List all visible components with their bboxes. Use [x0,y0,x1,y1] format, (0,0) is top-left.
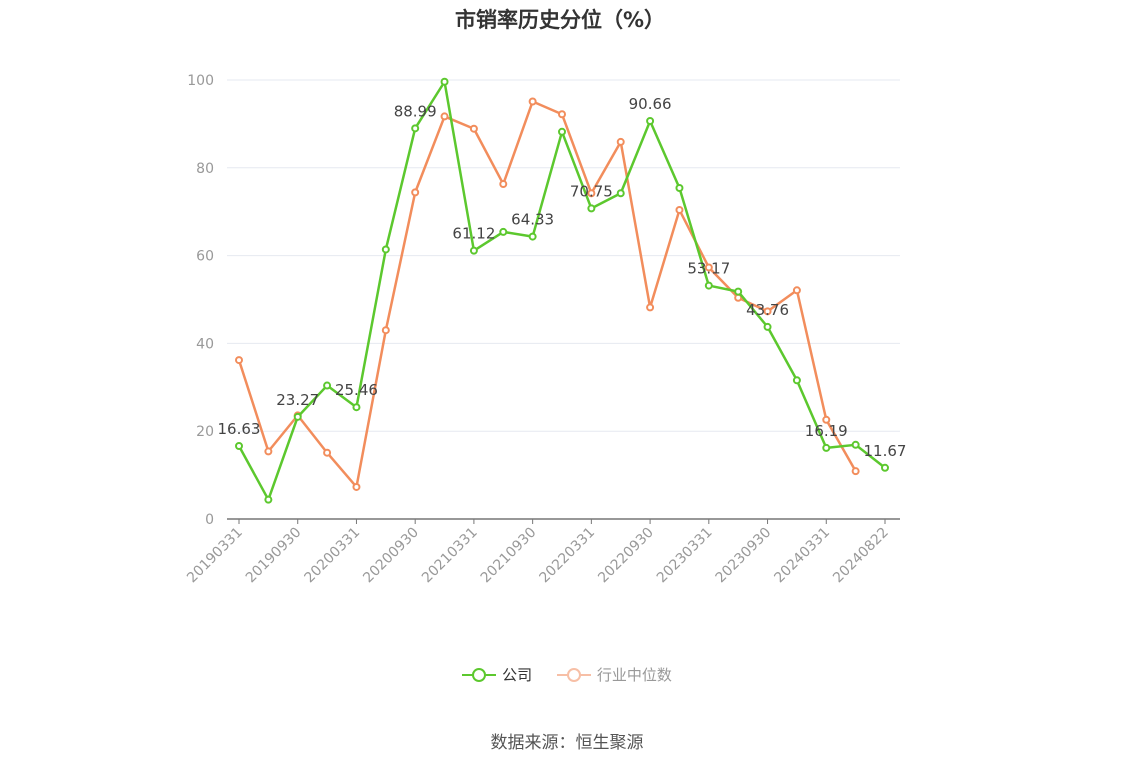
data-point-company [381,245,390,254]
x-tick-label: 20240822 [830,525,892,587]
data-point-company [616,189,625,198]
data-point-industry [323,448,332,457]
data-label: 16.19 [805,422,848,440]
data-point-industry [587,189,596,198]
data-point-industry [675,205,684,214]
data-point-company [323,381,332,390]
legend-item-company[interactable]: 公司 [462,664,532,685]
data-point-company [851,440,860,449]
data-point-industry [264,447,273,456]
data-label: 61.12 [452,225,495,243]
x-axis [227,518,900,524]
data-point-company [763,322,772,331]
x-tick-label: 20230331 [654,525,716,587]
data-point-company [293,412,302,421]
data-label: 23.27 [276,391,319,409]
data-labels: 16.63 23.27 25.46 88.99 61.12 64.33 70.75 90.66… [218,95,907,460]
data-label: 90.66 [629,95,672,113]
data-point-company [558,127,566,136]
data-point-industry [558,110,566,119]
data-label: 64.33 [511,211,554,229]
data-point-company [352,403,361,412]
data-point-industry [792,286,801,295]
data-point-industry [616,137,625,146]
data-point-company [704,281,713,290]
data-point-industry [822,415,831,424]
x-tick-label: 20200331 [302,525,364,587]
data-point-company [411,124,420,133]
x-tick-label: 20220930 [595,525,657,587]
x-tick-label: 20240331 [771,525,833,587]
grid-lines [227,79,900,432]
data-point-industry [646,303,655,312]
data-source: 数据来源：恒生聚源 [490,733,644,753]
data-label: 70.75 [570,182,613,200]
x-tick-label: 20230930 [713,525,775,587]
data-point-industry [235,356,243,365]
data-point-industry [851,467,860,476]
data-point-company [528,232,537,241]
data-point-company [792,376,801,385]
series-layer [235,77,889,504]
data-label: 11.67 [864,442,907,460]
data-label: 16.63 [218,420,261,438]
y-tick-label: 20 [196,424,214,440]
data-point-industry [469,124,478,133]
data-label: 43.76 [746,301,789,319]
data-point-industry [440,112,449,121]
data-point-company [587,204,596,213]
chart-title: 市销率历史分位（%） [454,8,666,32]
legend-company-label: 公司 [502,666,533,684]
legend-company-marker [462,667,497,682]
legend: 公司 行业中位数 [0,664,1134,686]
data-point-company [235,441,243,450]
data-point-company [881,463,889,472]
data-point-company [734,287,743,296]
x-tick-label: 20190930 [243,525,305,587]
y-tick-label: 40 [196,336,214,352]
data-point-company [264,495,273,504]
data-point-industry [499,180,508,189]
data-point-industry [704,263,713,272]
data-point-company [499,227,508,236]
data-label: 25.46 [335,381,378,399]
data-point-company [675,183,684,192]
y-tick-label: 0 [205,512,214,528]
data-point-company [469,246,478,255]
y-tick-label: 60 [196,249,214,265]
series-industry [235,97,860,491]
legend-industry-marker [556,667,591,682]
x-tick-label: 20200930 [360,525,422,587]
x-tick-label: 20190331 [184,525,246,587]
y-tick-label: 100 [187,73,214,89]
x-tick-label: 20210930 [478,525,540,587]
series-company [235,77,889,504]
data-point-company [822,443,831,452]
data-label: 53.17 [687,260,730,278]
series-line-industry [237,100,857,489]
legend-industry-label: 行业中位数 [596,666,672,684]
data-point-industry [381,326,390,335]
x-tick-label: 20220331 [536,525,598,587]
data-label: 88.99 [394,102,437,120]
y-axis-tick-labels: 0 20 40 60 80 100 [187,73,214,528]
series-line-company [237,80,886,501]
data-point-industry [352,482,361,491]
data-point-company [440,77,449,86]
data-point-industry [763,307,772,316]
x-tick-label: 20210331 [419,525,481,587]
x-axis-tick-labels: 2019033120190930202003312020093020210331… [184,525,892,587]
legend-item-industry[interactable]: 行业中位数 [556,664,672,685]
data-point-industry [528,97,537,106]
data-point-company [646,117,655,126]
y-tick-label: 80 [196,161,214,177]
data-point-industry [411,188,420,197]
